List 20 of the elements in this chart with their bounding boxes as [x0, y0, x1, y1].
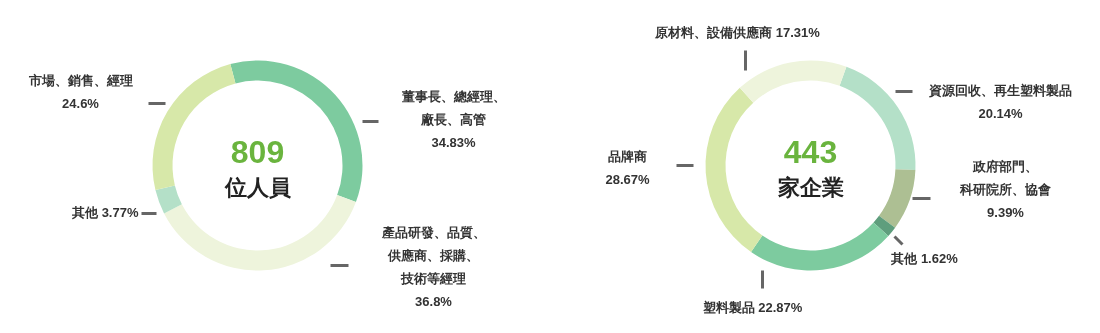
- data-label: 9.39%: [987, 205, 1025, 220]
- data-label: 28.67%: [605, 171, 650, 187]
- slice-label: 品牌商: [608, 148, 647, 164]
- text: 443: [783, 133, 838, 170]
- slice-label: 董事長、總經理、廠長、高管: [400, 88, 506, 127]
- slice-label: 其他 1.62%: [890, 250, 959, 266]
- slice-label: 原材料、設備供應商 17.31%: [654, 24, 821, 40]
- text: 家企業: [776, 175, 844, 200]
- slice-label: 產品研發、品質、供應商、採購、技術等經理: [380, 224, 486, 286]
- slice-label: 其他 3.77%: [71, 204, 139, 220]
- text: 位人員: [223, 175, 291, 200]
- slice-label: 政府部門、科研院所、協會: [959, 158, 1051, 197]
- text: 809: [230, 133, 285, 170]
- data-label: 34.83%: [431, 135, 476, 150]
- slice-label: 市場、銷售、經理: [27, 72, 133, 88]
- data-label: 20.14%: [978, 105, 1023, 121]
- slice-label: 塑料製品 22.87%: [701, 299, 803, 315]
- data-label: 36.8%: [415, 294, 453, 310]
- slice-label: 資源回收、再生塑料製品: [928, 82, 1072, 98]
- data-label: 24.6%: [62, 95, 100, 111]
